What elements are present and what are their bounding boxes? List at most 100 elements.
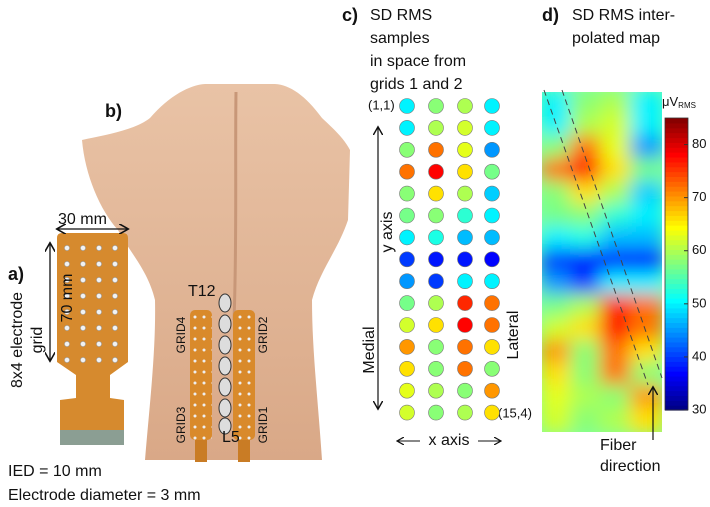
map-cell [542, 135, 574, 162]
map-cell [570, 248, 604, 276]
sample-dot [399, 273, 415, 290]
colorbar-step [665, 283, 688, 289]
map-cell [600, 362, 634, 389]
map-cell [542, 226, 574, 253]
colorbar-step [665, 264, 688, 270]
colorbar-frame [664, 117, 689, 411]
sample-dot [457, 360, 473, 377]
colorbar-step [665, 288, 688, 294]
colorbar-step [665, 366, 688, 372]
title-line: grids 1 and 2 [370, 76, 463, 93]
sample-dot [399, 98, 415, 114]
map-cell [600, 271, 634, 298]
sample-dot [399, 142, 415, 158]
map-cell [570, 271, 604, 298]
map-cell [570, 384, 604, 412]
map-cell [542, 294, 574, 321]
sample-dot [428, 404, 444, 421]
sample-dot [399, 360, 415, 377]
colorbar-step [665, 244, 688, 250]
panel-label: a) [8, 264, 24, 284]
sample-dot [457, 295, 473, 311]
sample-dot [399, 295, 415, 311]
map-cell [600, 407, 634, 432]
sample-dot [484, 339, 500, 355]
map-cell [600, 248, 634, 276]
map-cell [630, 407, 662, 432]
ied-label: IED = 10 mm [8, 463, 102, 480]
sample-dot [484, 360, 500, 377]
colorbar-tick-label: 70 [692, 189, 706, 204]
colorbar-step [665, 380, 688, 387]
sample-dot [428, 339, 444, 355]
sample-dot [457, 339, 473, 355]
map-cell [542, 180, 574, 208]
colorbar-step [665, 375, 688, 382]
map-cell [570, 92, 604, 117]
grid-stem [238, 440, 250, 462]
map-cell [542, 407, 574, 432]
sample-dot [428, 382, 444, 399]
x-label-bg [420, 432, 478, 450]
colorbar-step [665, 161, 688, 168]
sample-dot [457, 163, 473, 180]
sample-dot [484, 251, 500, 268]
sample-dot [399, 339, 415, 355]
sample-dot [457, 251, 473, 268]
colorbar-step [665, 176, 688, 182]
map-cell [542, 248, 574, 276]
map-cell [600, 180, 634, 208]
colorbar-step [665, 147, 688, 153]
colorbar-step [665, 356, 688, 362]
colorbar-tick-label: 50 [692, 295, 706, 310]
colorbar-step [665, 302, 688, 309]
diameter-label: Electrode diameter = 3 mm [8, 487, 201, 504]
map-cell [570, 339, 604, 366]
colorbar-step [665, 385, 688, 392]
grid-label: GRID3 [174, 406, 188, 443]
fiber-line [543, 89, 649, 386]
grid-stem [195, 440, 207, 462]
colorbar-step [665, 127, 688, 134]
colorbar-step [665, 400, 688, 406]
length-label: 70 mm [59, 274, 76, 323]
t12-label: T12 [188, 283, 216, 300]
unit-main: μV [662, 94, 678, 109]
colorbar-step [665, 312, 688, 319]
sample-dot [484, 142, 500, 158]
map-cell [600, 158, 634, 185]
unit: μVRMS [662, 94, 696, 110]
connector [60, 430, 124, 445]
sample-dot [484, 295, 500, 311]
colorbar-step [665, 118, 688, 124]
colorbar-step [665, 259, 688, 265]
map-cell [630, 248, 662, 276]
sample-dot [457, 142, 473, 158]
colorbar-step [665, 249, 688, 255]
fiber-label: Fiber [600, 437, 637, 454]
colorbar-step [665, 229, 688, 236]
colorbar-step [665, 142, 688, 148]
map-cell [542, 92, 574, 117]
colorbar-step [665, 307, 688, 314]
map-cell [542, 362, 574, 389]
colorbar-step [665, 137, 688, 143]
sample-dot [428, 207, 444, 224]
sample-dot [399, 120, 415, 136]
colorbar-step [665, 210, 688, 216]
electrodes [58, 238, 128, 363]
colorbar-step [665, 220, 688, 226]
sample-dot [428, 98, 444, 114]
sample-dot [399, 163, 415, 180]
colorbar-step [665, 298, 688, 304]
title-line: polated map [572, 30, 660, 47]
colorbar-step [665, 405, 688, 411]
map-cell [630, 180, 662, 208]
colorbar-tick-label: 60 [692, 242, 706, 257]
sample-dot [399, 404, 415, 421]
map-cell [600, 92, 634, 117]
panel-label: c) [342, 5, 358, 25]
map-cell [630, 112, 662, 140]
sample-dot [457, 120, 473, 136]
map-cell [542, 384, 574, 412]
